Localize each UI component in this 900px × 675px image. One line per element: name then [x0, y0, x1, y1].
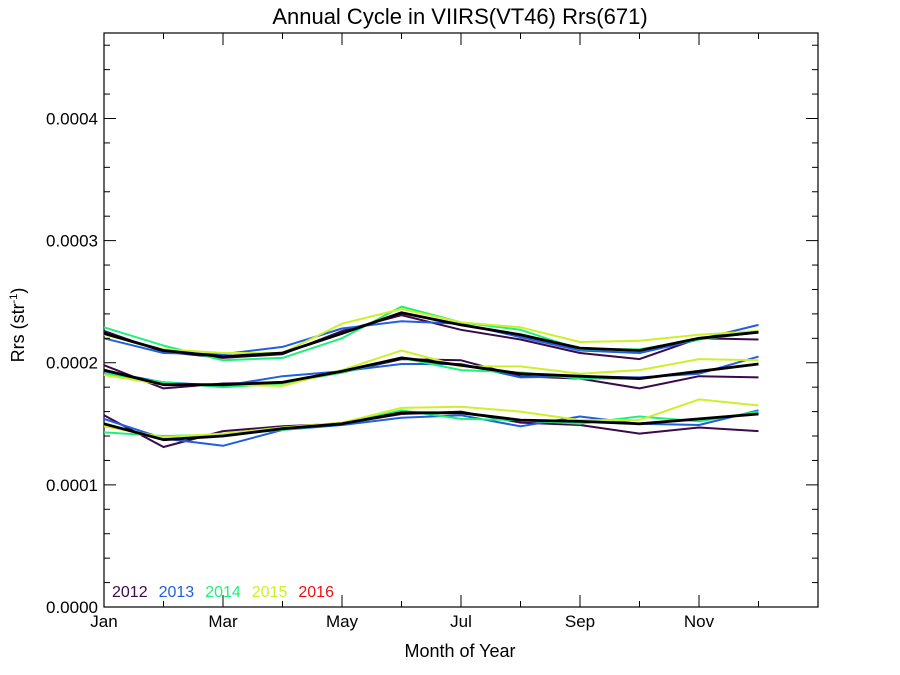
- y-axis-ticks: 0.0000 0.0001 0.0002 0.0003 0.0004: [46, 44, 818, 617]
- y-axis-label: Rrs (str-1): [8, 288, 28, 363]
- y-tick-label: 0.0002: [46, 354, 98, 373]
- x-tick-label: Mar: [208, 612, 238, 631]
- legend-entry-2015: 2015: [252, 584, 288, 601]
- legend-entry-2013: 2013: [159, 584, 195, 601]
- x-axis-ticks: Jan Mar May Jul Sep Nov: [90, 33, 819, 631]
- y-tick-label: 0.0000: [46, 598, 98, 617]
- mean-line-4: [103, 311, 759, 359]
- series-line-2015-3: [103, 308, 759, 354]
- series-layer: [103, 305, 759, 448]
- x-tick-label: Sep: [565, 612, 595, 631]
- series-line-2015-13: [103, 398, 759, 439]
- y-axis-label-main: Rrs (str: [8, 303, 28, 362]
- series-line-2013-1: [103, 320, 759, 356]
- x-tick-label: Nov: [684, 612, 715, 631]
- x-tick-label: Jul: [450, 612, 472, 631]
- legend-entry-2016: 2016: [298, 584, 334, 601]
- y-tick-label: 0.0001: [46, 476, 98, 495]
- y-axis-label-close: ): [8, 288, 28, 294]
- x-axis-label: Month of Year: [404, 641, 515, 661]
- legend: 2012 2013 2014 2015 2016: [112, 584, 334, 601]
- mean-line-9: [103, 356, 759, 387]
- chart-title: Annual Cycle in VIIRS(VT46) Rrs(671): [272, 4, 647, 29]
- mean-line-14: [103, 411, 759, 442]
- legend-entry-2012: 2012: [112, 584, 148, 601]
- x-tick-label: Jan: [90, 612, 117, 631]
- x-tick-label: May: [326, 612, 359, 631]
- legend-row: 2012 2013 2014 2015 2016: [112, 584, 334, 601]
- y-axis-label-sup: -1: [8, 294, 20, 304]
- series-line-2013-11: [103, 409, 759, 447]
- plot-frame: [103, 32, 819, 608]
- legend-entry-2014: 2014: [205, 584, 241, 601]
- y-tick-label: 0.0003: [46, 232, 98, 251]
- y-tick-label: 0.0004: [46, 109, 98, 128]
